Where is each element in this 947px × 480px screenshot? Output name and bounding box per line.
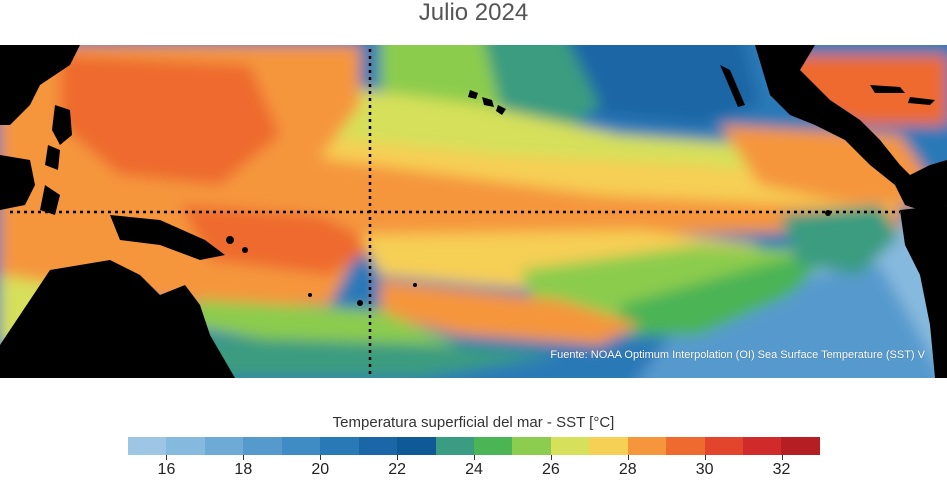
colorbar-swatch — [704, 437, 743, 455]
colorbar-swatch — [281, 437, 321, 455]
colorbar-swatch — [128, 437, 167, 455]
colorbar-ticks: 16 18 20 22 24 26 28 30 32 — [128, 455, 820, 480]
source-note: Fuente: NOAA Optimum Interpolation (OI) … — [550, 349, 925, 361]
colorbar-swatch — [589, 437, 628, 455]
colorbar-swatch — [435, 437, 474, 455]
colorbar-swatch — [627, 437, 667, 455]
colorbar-tick-label: 28 — [618, 461, 637, 478]
map-title: Julio 2024 — [418, 0, 529, 26]
colorbar-swatch — [397, 437, 436, 455]
colorbar-tick-label: 18 — [234, 461, 253, 478]
sst-map — [0, 45, 947, 378]
colorbar-tick-mark — [243, 455, 245, 460]
colorbar — [128, 437, 820, 455]
colorbar-title: Temperatura superficial del mar - SST [°… — [332, 414, 615, 431]
colorbar-tick-mark — [397, 455, 399, 460]
colorbar-swatch — [320, 437, 359, 455]
colorbar-tick-mark — [166, 455, 168, 460]
colorbar-tick-mark — [627, 455, 629, 460]
colorbar-swatch — [166, 437, 205, 455]
colorbar-swatch — [473, 437, 513, 455]
colorbar-tick-label: 24 — [465, 461, 483, 478]
colorbar-tick-mark — [474, 455, 475, 460]
colorbar-tick-label: 32 — [772, 461, 791, 478]
colorbar-swatch — [512, 437, 551, 455]
colorbar-swatch — [243, 437, 282, 455]
colorbar-swatch — [550, 437, 590, 455]
colorbar-tick-label: 30 — [695, 461, 714, 478]
colorbar-swatch — [781, 437, 820, 455]
colorbar-swatch — [743, 437, 782, 455]
colorbar-tick-label: 20 — [311, 461, 330, 478]
colorbar-tick-label: 26 — [541, 461, 560, 478]
colorbar-swatch — [204, 437, 244, 455]
colorbar-swatch — [358, 437, 398, 455]
colorbar-tick-mark — [781, 455, 783, 460]
colorbar-tick-mark — [550, 455, 552, 460]
colorbar-swatch — [666, 437, 705, 455]
reference-lines — [10, 49, 900, 378]
colorbar-tick-label: 16 — [157, 461, 176, 478]
land-masses — [0, 45, 947, 378]
colorbar-tick-mark — [704, 455, 706, 460]
colorbar-tick-mark — [320, 455, 322, 460]
colorbar-tick-label: 22 — [388, 461, 407, 478]
